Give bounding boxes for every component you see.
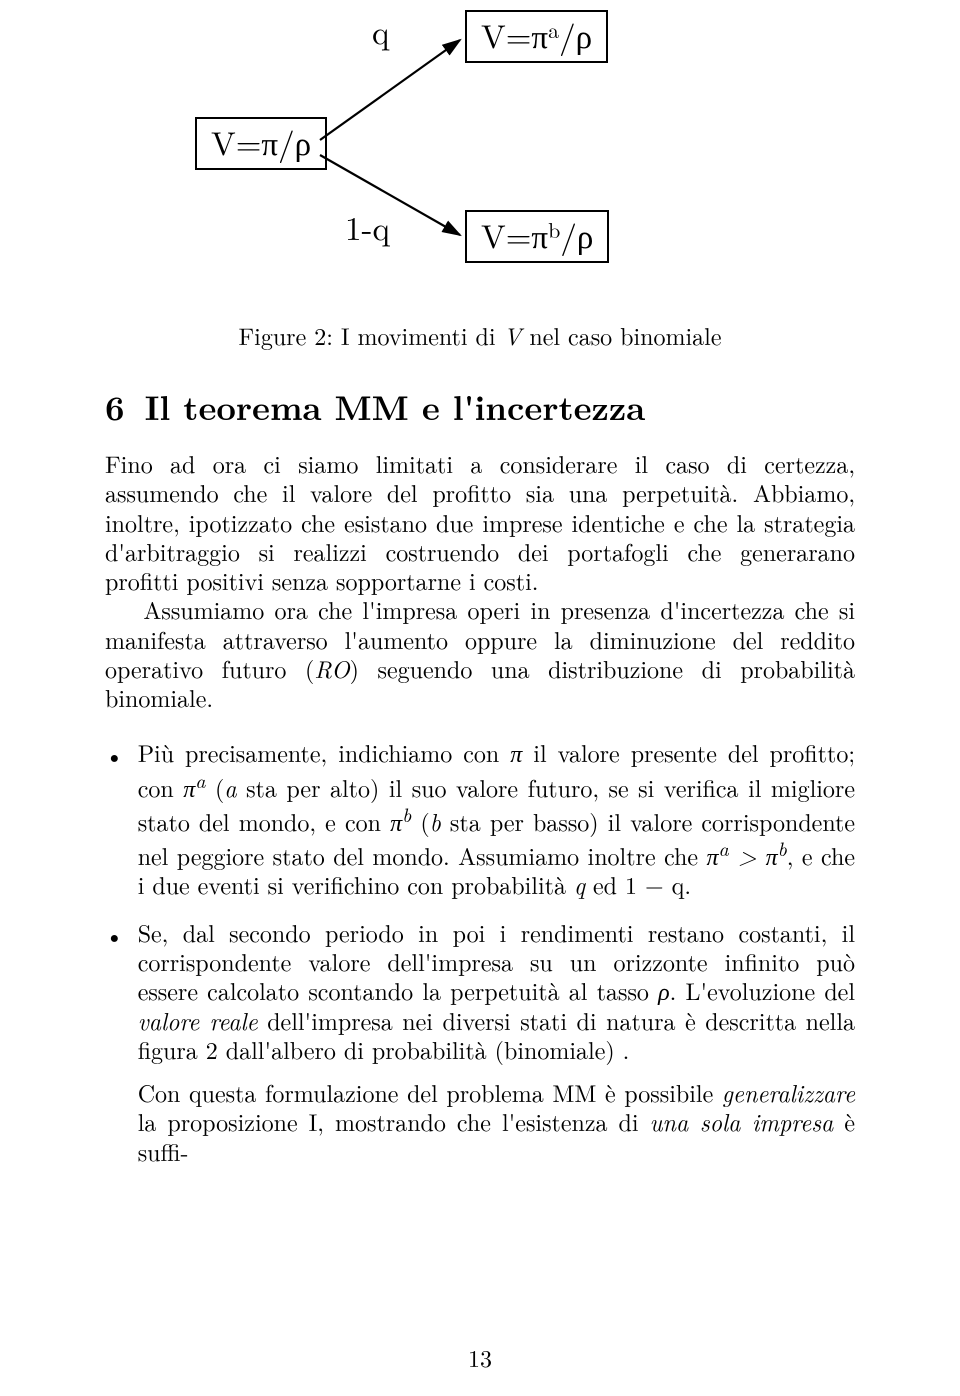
paragraph-1-text: Fino ad ora ci siamo limitati a consider… — [105, 446, 855, 597]
root-node: V=π/ρ — [195, 117, 327, 170]
q-label: q — [372, 14, 389, 47]
binomial-tree-diagram: V=π/ρ V=πa/ρ V=πb/ρ q 1-q — [105, 0, 855, 290]
up-node-label-b: /ρ — [559, 11, 592, 58]
bullet-1-text: Più precisamente, indichiamo con π il va… — [138, 738, 855, 899]
bullet-item-2: • Se, dal secondo periodo in poi i rendi… — [105, 918, 855, 1166]
b1-pia: π — [183, 770, 195, 804]
down-node-label-a: V=π — [481, 211, 548, 258]
b1-pib: π — [390, 804, 402, 838]
b1-1q: 1 − q — [625, 867, 684, 901]
b1-sup-b: b — [402, 799, 411, 828]
section-number: 6 — [105, 382, 125, 431]
one-minus-q-label-text: 1-q — [345, 203, 390, 250]
bullet-item-1: • Più precisamente, indichiamo con π il … — [105, 738, 855, 899]
b1-bit: b — [430, 804, 441, 838]
caption-suffix: nel caso binomiale — [521, 318, 721, 352]
section-title: Il teorema MM e l'incertezza — [145, 382, 646, 431]
b1-sup-a: a — [195, 765, 205, 794]
paragraph-2-ro: RO — [314, 651, 349, 685]
q-label-text: q — [372, 7, 389, 54]
paragraph-1: Fino ad ora ci siamo limitati a consider… — [105, 449, 855, 595]
b1-supa2: a — [719, 833, 729, 862]
bullet-2-text: Se, dal secondo periodo in poi i rendime… — [138, 918, 855, 1166]
b1-pi: π — [510, 735, 522, 769]
section-heading: 6 Il teorema MM e l'incertezza — [105, 382, 855, 431]
page: V=π/ρ V=πa/ρ V=πb/ρ q 1-q — [0, 0, 960, 1396]
b1-a: Più precisamente, indichiamo con — [138, 735, 511, 769]
b1-e: ( — [411, 804, 429, 838]
b2-p2b: la proposizione I, mostrando che l'esist… — [138, 1104, 650, 1138]
b2-una: una sola impresa — [650, 1104, 834, 1138]
b1-q: q — [574, 867, 585, 901]
caption-var: V — [504, 318, 522, 352]
page-number-text: 13 — [468, 1340, 492, 1374]
down-node: V=πb/ρ — [465, 210, 609, 263]
b1-c: ( — [205, 770, 224, 804]
caption-prefix: Figure 2: I movimenti di — [238, 318, 503, 352]
bullet-list: • Più precisamente, indichiamo con π il … — [105, 738, 855, 1165]
b1-ait: a — [224, 770, 236, 804]
bullet-icon: • — [105, 738, 124, 899]
b1-supb2: b — [778, 833, 787, 862]
b1-gt: > — [729, 838, 766, 872]
up-node-sup: a — [548, 14, 559, 45]
one-minus-q-label: 1-q — [345, 210, 390, 243]
b1-i: . — [684, 867, 691, 901]
paragraph-2: Assumiamo ora che l'impresa operi in pre… — [105, 595, 855, 712]
b1-pib2: π — [766, 838, 778, 872]
down-node-label-b: /ρ — [560, 211, 593, 258]
down-node-sup: b — [548, 214, 560, 245]
b1-pia2: π — [707, 838, 719, 872]
root-node-label: V=π/ρ — [211, 118, 311, 165]
up-node: V=πa/ρ — [465, 10, 608, 63]
figure-caption: Figure 2: I movimenti di V nel caso bino… — [105, 318, 855, 352]
up-node-label-a: V=π — [481, 11, 548, 58]
bullet-icon: • — [105, 918, 124, 1166]
page-number: 13 — [0, 1340, 960, 1374]
b1-h: ed — [585, 867, 625, 901]
